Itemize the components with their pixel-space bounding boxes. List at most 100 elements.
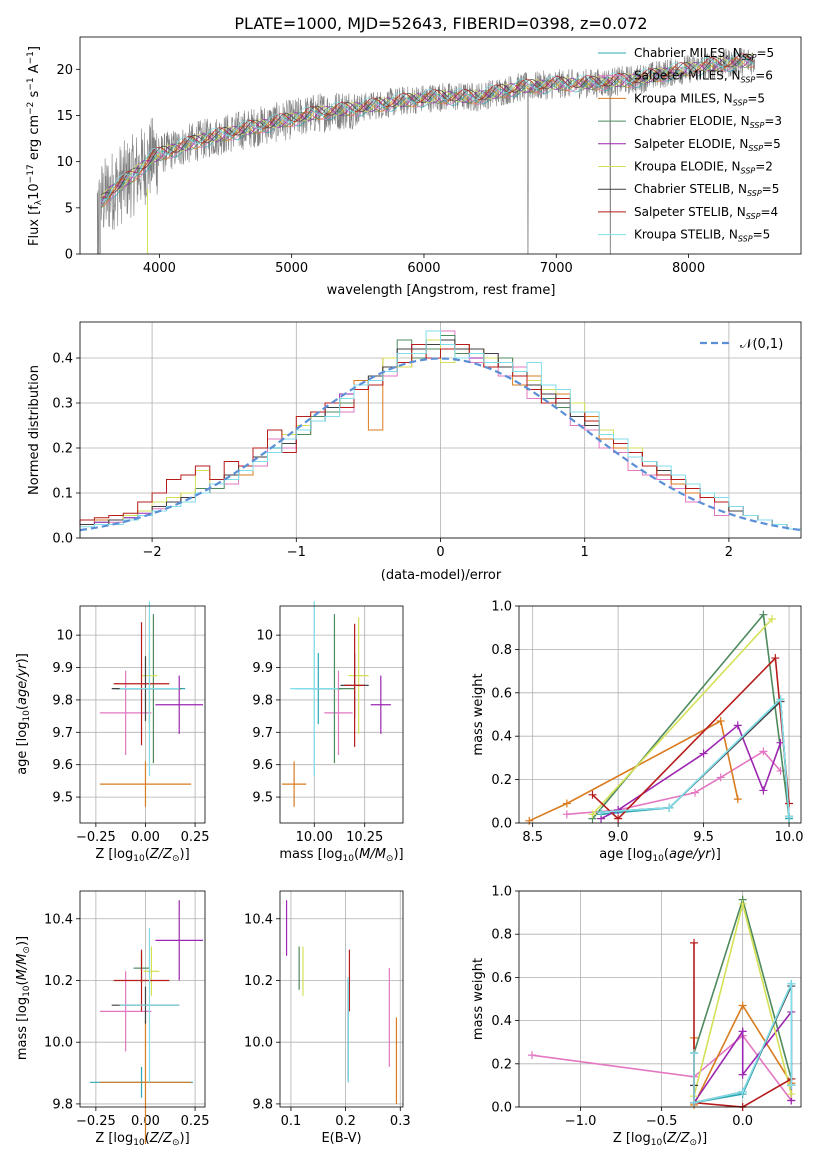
legend-entry-label: Chabrier MILES, NSSP=5 (634, 46, 774, 62)
spectrum-legend: Chabrier MILES, NSSP=5 Salpeter MILES, NS… (598, 46, 782, 244)
age-vs-mass-panel: 10.00 10.25 9.5 9.6 9.7 9.8 9.9 10 mass [log10(M… (252, 601, 404, 864)
mass-weight-series-line (528, 719, 739, 822)
x-tick-label: 0.25 (181, 1114, 210, 1129)
x-tick-label: 10.0 (775, 830, 804, 845)
mass-weight-marker (562, 799, 571, 808)
mass-weight-marker (759, 610, 768, 619)
y-tick-label: 0.4 (491, 1014, 512, 1029)
legend-entry-label: Kroupa MILES, NSSP=5 (634, 91, 765, 107)
mass-weight-vs-metallicity-panel: −1.0 −0.5 0.0 0.0 0.2 0.4 0.6 0.8 1.0 Z [log10(Z/… (471, 885, 802, 1148)
y-tick-label: 5 (65, 201, 73, 216)
legend-entry-label: Salpeter STELIB, NSSP=4 (634, 205, 778, 221)
y-tick-label: 9.7 (252, 726, 273, 741)
y-tick-label: 0.1 (52, 487, 73, 502)
mass-weight-marker (716, 717, 725, 726)
y-tick-label: 10 (256, 629, 273, 644)
x-tick-label: 0.1 (281, 1114, 302, 1129)
y-tick-label: 1.0 (491, 885, 512, 900)
plot-frame (79, 605, 206, 824)
model-spectrum-line (101, 53, 754, 203)
mass-weight-series-line (591, 618, 773, 815)
y-tick-label: 9.5 (252, 791, 273, 806)
legend-entry-label: Salpeter MILES, NSSP=6 (634, 69, 773, 85)
y-tick-label: 0.3 (52, 397, 73, 412)
mass-weight-marker (665, 803, 674, 812)
y-tick-label: 0.6 (491, 971, 512, 986)
y-tick-label: 10 (56, 155, 73, 170)
x-tick-label: 2 (725, 545, 733, 560)
x-axis-label: E(B-V) (321, 1131, 361, 1146)
y-tick-label: 9.8 (252, 693, 273, 708)
mass-weight-series-line (591, 656, 790, 820)
y-axis-label: age [log10(age/yr)] (15, 653, 32, 775)
mass-weight-series-line (693, 942, 792, 1108)
mass-weight-marker (759, 786, 768, 795)
mass-weight-marker (787, 1081, 796, 1090)
plot-frame (79, 890, 206, 1108)
mass-weight-marker (562, 810, 571, 819)
mass-weight-marker (699, 749, 708, 758)
y-tick-label: 9.8 (252, 1097, 273, 1112)
y-tick-label: 0 (65, 248, 73, 263)
legend-entry-label: Chabrier STELIB, NSSP=5 (634, 182, 779, 198)
mass-vs-ebv-panel: 0.1 0.2 0.3 9.8 10.0 10.2 10.4 E(B-V) (244, 890, 411, 1146)
y-tick-label: 9.6 (252, 758, 273, 773)
x-tick-label: 8.5 (522, 830, 543, 845)
plot-frame (79, 36, 802, 255)
x-axis-label: mass [log10(M/M⊙)] (279, 847, 403, 864)
x-tick-label: 0.25 (181, 830, 210, 845)
y-tick-label: 9.8 (52, 693, 73, 708)
y-tick-label: 10.4 (44, 912, 73, 927)
y-tick-label: 0.4 (52, 352, 73, 367)
x-tick-label: 5000 (275, 261, 308, 276)
mass-weight-marker (690, 938, 699, 947)
mass-weight-vs-age-panel: 8.5 9.0 9.5 10.0 0.0 0.2 0.4 0.6 0.8 1.0 age [log1… (471, 600, 804, 865)
spectrum-title: PLATE=1000, MJD=52643, FIBERID=0398, z=0… (234, 14, 647, 33)
mass-weight-marker (525, 816, 534, 825)
y-tick-label: 9.9 (252, 661, 273, 676)
mass-weight-marker (787, 1090, 796, 1099)
mass-weight-marker (738, 1001, 747, 1010)
mass-weight-marker (690, 1049, 699, 1057)
y-tick-label: 10.4 (244, 912, 273, 927)
legend-entry-label: Kroupa STELIB, NSSP=5 (634, 228, 770, 244)
y-tick-label: 0.0 (52, 532, 73, 547)
mass-weight-marker (690, 1098, 699, 1107)
y-axis-label: Normed distribution (27, 365, 42, 495)
y-axis-label: mass weight (471, 673, 486, 755)
x-tick-label: −0.5 (646, 1114, 678, 1129)
mass-weight-marker (691, 788, 700, 797)
y-tick-label: 15 (56, 109, 73, 124)
y-tick-label: 0.2 (491, 773, 512, 788)
mass-weight-series-line (600, 697, 790, 817)
legend-entry-label: Salpeter ELODIE, NSSP=5 (634, 137, 781, 153)
x-axis-label: Z [log10(Z/Z⊙)] (95, 1131, 189, 1148)
y-tick-label: 10.2 (244, 974, 273, 989)
y-tick-label: 9.5 (52, 791, 73, 806)
x-axis-label: age [log10(age/yr)] (599, 847, 721, 864)
y-tick-label: 1.0 (491, 600, 512, 615)
x-tick-label: −1 (287, 545, 306, 560)
model-spectrum-line (101, 58, 754, 201)
x-axis-label: Z [log10(Z/Z⊙)] (613, 1131, 707, 1148)
y-tick-label: 9.6 (52, 758, 73, 773)
model-spectrum-line (100, 53, 754, 196)
mass-weight-marker (614, 805, 623, 814)
y-tick-label: 0.2 (52, 442, 73, 457)
y-tick-label: 9.7 (52, 726, 73, 741)
age-vs-metallicity-panel: −0.25 0.00 0.25 9.5 9.6 9.7 9.8 9.9 10 Z [log10(Z… (15, 601, 210, 864)
mass-weight-marker (738, 1070, 747, 1079)
plot-frame (518, 890, 802, 1108)
mass-weight-marker (776, 695, 785, 704)
plot-frame (518, 605, 802, 824)
plot-frame (279, 890, 404, 1108)
y-tick-label: 0.0 (491, 817, 512, 832)
mass-weight-marker (738, 1027, 747, 1036)
x-tick-label: 0.3 (390, 1114, 411, 1129)
y-tick-label: 0.0 (491, 1101, 512, 1116)
x-tick-label: 10.25 (346, 830, 383, 845)
legend-entry-label: Kroupa ELODIE, NSSP=2 (634, 160, 773, 176)
y-tick-label: 9.9 (52, 661, 73, 676)
y-tick-label: 10.2 (44, 974, 73, 989)
